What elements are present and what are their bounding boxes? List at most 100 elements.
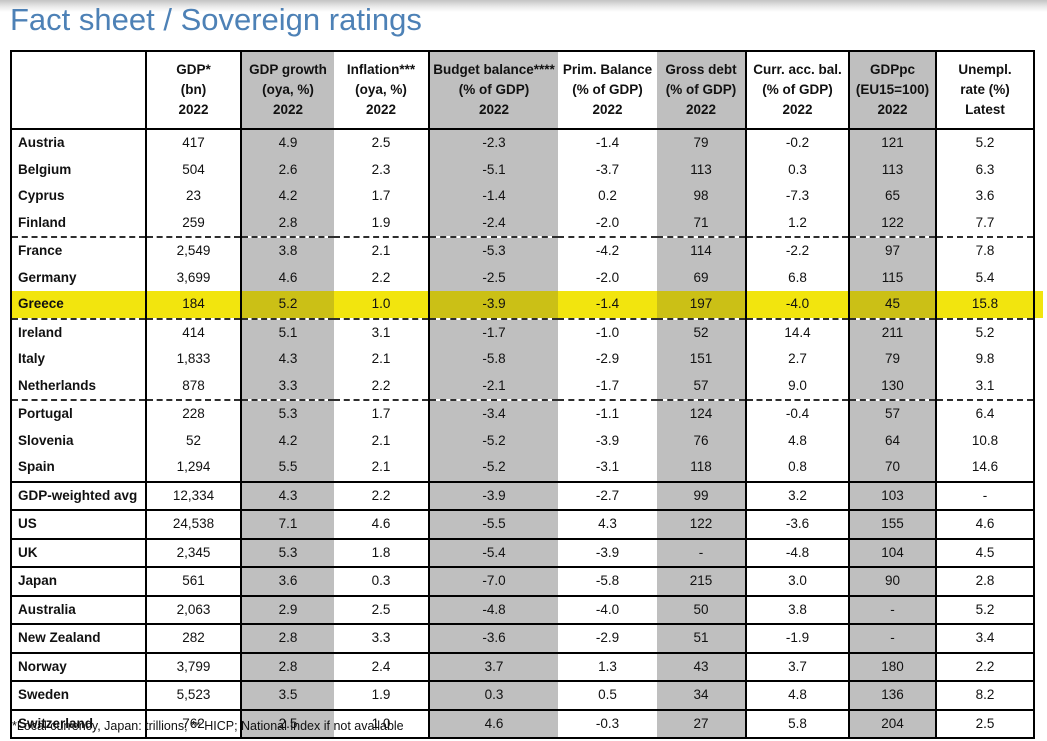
cell-budget-balance: -5.4 [428,537,558,567]
column-header-line: 2022 [592,102,623,117]
cell-gdppc: 65 [848,183,936,210]
country-label: Austria [18,135,65,150]
cell-gdp-growth: 3.3 [240,372,334,400]
country-label: Switzerland [11,708,146,738]
table-row-switzerland: Switzerland 762 2.5 1.0 4.6 -0.3 27 5.8 204 2.5 [11,708,1034,738]
cell-budget-balance: -5.1 [428,156,558,183]
country-label: Ireland [11,317,146,346]
cell-gdppc: 211 [848,317,936,346]
cell-curr-acc-bal: 3.8 [745,594,849,624]
country-label: US [11,509,146,539]
cell-unempl: 14.6 [935,454,1034,482]
cell-prim-balance: 0.2 [598,188,617,203]
cell-gross-debt: 34 [657,680,746,710]
cell-gdppc: 79 [848,346,936,373]
column-header-curr-acc-bal: Curr. acc. bal. (% of GDP) 2022 [745,51,849,130]
cell-gdp-growth: 5.2 [240,291,334,319]
cell-gdp: 1,294 [145,454,241,482]
column-header-line: GDP growth [249,62,327,77]
cell-prim-balance: -2.9 [595,351,620,366]
cell-gdppc: 155 [848,509,936,539]
cell-budget-balance: -2.3 [428,129,558,157]
cell-gdppc: - [848,594,936,624]
cell-gdp-growth: 4.9 [240,129,334,157]
cell-curr-acc-bal: 6.8 [745,264,849,291]
country-label: Greece [11,291,146,319]
cell-unempl: 5.2 [935,317,1034,346]
cell-curr-acc-bal: 3.7 [745,651,849,681]
cell-gross-debt: 151 [657,346,746,373]
country-label: Spain [18,459,55,474]
cell-gross-debt: 50 [657,594,746,624]
cell-inflation: 2.2 [371,377,391,393]
cell-prim-balance: -3.9 [595,432,620,448]
cell-gdppc: - [848,623,936,653]
cell-budget-balance: -3.9 [428,480,558,510]
cell-inflation: 1.7 [334,399,429,428]
column-header-line: Prim. Balance [562,62,653,77]
cell-prim-balance: -1.1 [558,399,657,428]
column-header-line: (% of GDP) [458,82,530,97]
cell-gdp-growth: 2.8 [240,651,334,681]
cell-gross-debt: 43 [657,651,746,681]
cell-unempl: 4.6 [935,509,1034,539]
cell-curr-acc-bal: 9.0 [745,372,849,400]
column-header-unempl: Unempl. rate (%) Latest [935,51,1034,130]
cell-prim-balance: -1.7 [595,377,620,393]
table-row-austria: Austria 417 4.9 2.5 -2.3 -1.4 79 -0.2 121 5.2 [11,129,1034,157]
cell-unempl: 3.6 [935,183,1034,210]
cell-gdppc: 130 [848,372,936,400]
table-row-germany: Germany 3,699 4.6 2.2 -2.5 -2.0 69 6.8 115 5.4 [11,264,1034,291]
cell-gross-debt: 52 [657,317,746,346]
cell-gross-debt: 114 [657,236,746,265]
cell-inflation: 2.1 [334,236,429,265]
cell-curr-acc-bal: 5.8 [745,708,849,738]
cell-gross-debt: 76 [657,427,746,454]
cell-curr-acc-bal: 4.8 [745,427,849,454]
cell-gross-debt: 113 [657,156,746,183]
column-header-line: Curr. acc. bal. [753,62,842,77]
page-title: Fact sheet / Sovereign ratings [10,2,422,37]
table-row-portugal: Portugal 228 5.3 1.7 -3.4 -1.1 124 -0.4 57 6.4 [11,399,1034,428]
cell-budget-balance: -5.5 [428,509,558,539]
cell-budget-balance: -4.8 [428,594,558,624]
cell-gdppc: 70 [848,454,936,482]
cell-budget-balance: -2.5 [428,264,558,291]
column-header-gdp: GDP* (bn) 2022 [145,51,241,130]
cell-gdppc: 104 [848,537,936,567]
cell-inflation: 1.8 [334,537,429,567]
top-gradient-band [0,0,1047,12]
cell-unempl: 8.2 [935,680,1034,710]
cell-curr-acc-bal: 4.8 [745,680,849,710]
cell-unempl: 2.8 [935,566,1034,596]
cell-unempl: 5.2 [935,594,1034,624]
cell-inflation: 1.9 [371,214,391,230]
column-header-line: 2022 [877,102,908,117]
cell-gdp-growth: 3.5 [240,680,334,710]
column-header-line: GDP* [176,62,211,77]
cell-gdppc: 57 [848,399,936,428]
cell-prim-balance: 1.3 [558,651,657,681]
cell-unempl: 2.2 [935,651,1034,681]
cell-gdp: 878 [145,372,241,400]
cell-curr-acc-bal: -3.6 [745,509,849,539]
cell-prim-balance: -4.0 [558,594,657,624]
cell-gdp: 3,799 [145,651,241,681]
cell-unempl: 9.8 [935,346,1034,373]
cell-gross-debt: 118 [657,454,746,482]
country-label: Belgium [18,161,72,177]
cell-curr-acc-bal: -4.0 [745,291,849,319]
cell-gdppc: 64 [848,427,936,454]
cell-gdppc: 136 [848,680,936,710]
cell-prim-balance: -2.7 [558,480,657,510]
country-label: Cyprus [18,188,65,203]
column-header-line: (oya, %) [355,82,407,97]
cell-inflation: 2.3 [371,161,391,177]
cell-curr-acc-bal: 3.0 [745,566,849,596]
table-row-belgium: Belgium 504 2.6 2.3 -5.1 -3.7 113 0.3 113 6.3 [11,156,1034,183]
cell-gdp: 414 [145,317,241,346]
table-row-japan: Japan 561 3.6 0.3 -7.0 -5.8 215 3.0 90 2.8 [11,566,1034,596]
cell-prim-balance: -2.0 [595,214,620,230]
column-header-country [11,51,146,130]
